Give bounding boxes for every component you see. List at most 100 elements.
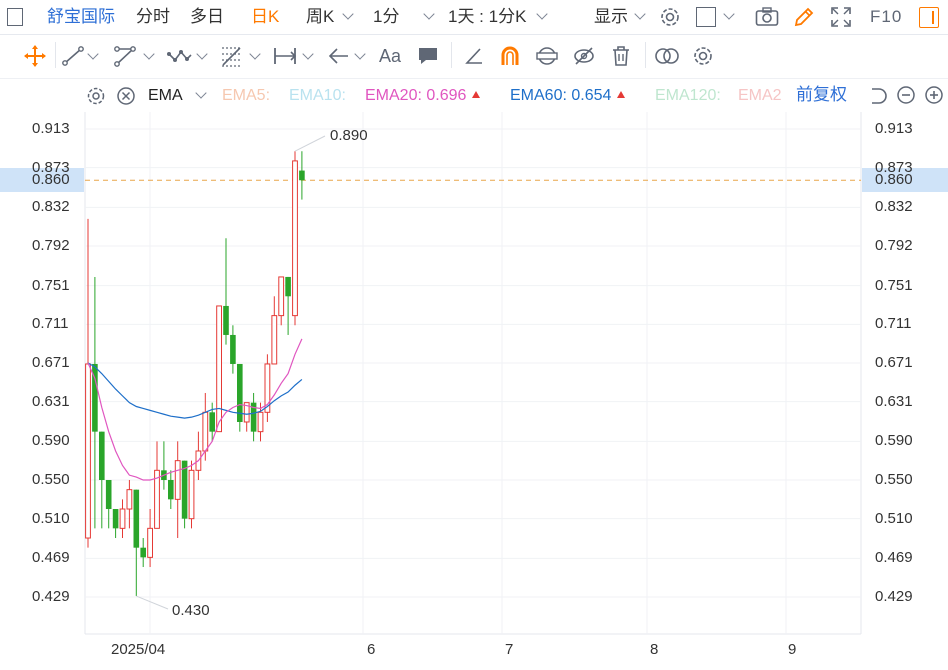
candle-body xyxy=(140,547,146,558)
ema250-label: EMA2 xyxy=(738,87,782,104)
y-tick-label: 0.711 xyxy=(32,315,69,333)
ema120-label: EMA120: xyxy=(655,87,721,104)
close-indicator-icon[interactable] xyxy=(116,86,136,106)
y-tick-label: 0.873 xyxy=(32,158,70,176)
compare-icon[interactable] xyxy=(654,47,680,65)
candle-body xyxy=(92,363,98,432)
pencil-icon[interactable] xyxy=(793,6,815,28)
ema20-line xyxy=(87,338,303,481)
y-tick-label: 0.631 xyxy=(875,392,913,410)
current-price-tag-left xyxy=(0,168,84,192)
ema20-label: EMA20: xyxy=(365,87,422,104)
max-callout-line xyxy=(294,135,326,152)
y-tick-label: 0.873 xyxy=(875,158,913,176)
x-label-7: 7 xyxy=(505,641,514,658)
arrow-tool-icon[interactable] xyxy=(328,47,350,65)
y-tick-label: 0.913 xyxy=(875,120,913,137)
y-tick-label: 0.510 xyxy=(875,509,913,527)
text-tool[interactable]: Aa xyxy=(379,46,402,66)
fullscreen-icon[interactable] xyxy=(830,6,852,28)
move-icon[interactable] xyxy=(23,44,47,68)
period-select[interactable]: 1分 xyxy=(373,7,400,26)
tab-weekly-k[interactable]: 周K xyxy=(306,7,335,26)
candle-body xyxy=(174,460,181,500)
candle-body xyxy=(181,460,188,519)
y-tick-label: 0.913 xyxy=(32,120,70,137)
x-label-9: 9 xyxy=(788,641,797,658)
candle-body xyxy=(126,489,133,510)
indicator-name[interactable]: EMA xyxy=(148,87,183,104)
candle-body xyxy=(112,509,119,529)
toolbar-settings-icon[interactable] xyxy=(692,45,714,67)
stock-name[interactable]: 舒宝国际 xyxy=(47,7,115,26)
candle-body xyxy=(237,363,243,422)
delete-icon[interactable] xyxy=(611,45,631,67)
hide-icon[interactable] xyxy=(573,45,595,67)
sync-icon[interactable] xyxy=(535,45,559,67)
up-triangle-icon xyxy=(472,91,481,98)
current-price-tag-right xyxy=(862,168,948,192)
magnet-icon[interactable] xyxy=(499,45,521,67)
tab-multi-day[interactable]: 多日 xyxy=(190,7,224,26)
y-tick-label: 0.711 xyxy=(875,315,912,333)
drawing-toolbar: Aa xyxy=(0,34,948,79)
wave-tool-icon[interactable] xyxy=(167,46,193,66)
undo-icon[interactable] xyxy=(868,86,888,106)
indicator-settings-icon[interactable] xyxy=(86,86,106,106)
ema10-label: EMA10: xyxy=(289,87,346,104)
sidebar-toggle-icon[interactable] xyxy=(7,8,23,26)
ema60-legend: EMA60: 0.654 xyxy=(510,86,626,106)
candle-body xyxy=(243,402,250,423)
top-bar: 舒宝国际 分时 多日 日K 周K 1分 1天 : 1分K 显示 F10 xyxy=(0,0,948,35)
x-label-8: 8 xyxy=(650,641,659,658)
candle-body xyxy=(257,411,264,433)
angle-tool-icon[interactable] xyxy=(464,47,484,65)
comment-icon[interactable] xyxy=(417,46,439,66)
adjust-button[interactable]: 前复权 xyxy=(796,85,847,104)
candle-body xyxy=(271,315,278,365)
y-tick-label: 0.590 xyxy=(32,432,70,450)
settings-icon[interactable] xyxy=(659,6,681,28)
y-tick-label: 0.792 xyxy=(875,237,913,254)
candle-body xyxy=(216,305,222,433)
y-tick-label: 0.631 xyxy=(32,392,70,410)
candle-body xyxy=(209,412,215,432)
camera-icon[interactable] xyxy=(755,7,779,27)
candle-body xyxy=(105,480,112,510)
y-tick-label: 0.751 xyxy=(875,276,913,294)
tab-intraday[interactable]: 分时 xyxy=(136,7,170,26)
candle-body xyxy=(168,480,174,500)
overlay-square-icon[interactable] xyxy=(696,7,716,27)
candle-body xyxy=(250,402,257,432)
y-tick-label: 0.469 xyxy=(32,549,70,567)
candle-body xyxy=(202,411,209,452)
y-tick-label: 0.671 xyxy=(875,354,913,371)
max-price-label: 0.890 xyxy=(330,127,368,144)
zoom-in-icon[interactable] xyxy=(924,85,944,105)
tab-daily-k[interactable]: 日K xyxy=(251,7,280,26)
zoom-out-icon[interactable] xyxy=(896,85,916,105)
candle-body xyxy=(119,508,126,529)
line-tool-icon[interactable] xyxy=(62,46,84,66)
measure-tool-icon[interactable] xyxy=(273,46,297,66)
y-tick-label: 0.671 xyxy=(32,354,70,371)
candle-body xyxy=(99,431,105,480)
ema60-label: EMA60: xyxy=(510,87,567,104)
y-tick-label: 0.550 xyxy=(32,471,70,488)
min-callout-line xyxy=(136,595,169,610)
ema20-value: 0.696 xyxy=(426,87,467,104)
right-panel-toggle-icon[interactable] xyxy=(919,7,939,28)
y-tick-label: 0.510 xyxy=(32,509,70,527)
multi-period-select[interactable]: 1天 : 1分K xyxy=(448,7,527,26)
f10-button[interactable]: F10 xyxy=(870,7,903,26)
x-label-date: 2025/04 xyxy=(111,641,166,658)
up-triangle-icon xyxy=(617,91,626,98)
y-tick-label: 0.429 xyxy=(32,588,70,605)
price-label-left: 0.860 xyxy=(32,171,70,188)
candle-body xyxy=(85,363,91,539)
channel-tool-icon[interactable] xyxy=(114,45,138,67)
fibonacci-tool-icon[interactable] xyxy=(220,45,244,67)
display-menu[interactable]: 显示 xyxy=(594,7,628,26)
y-tick-label: 0.751 xyxy=(32,276,70,294)
